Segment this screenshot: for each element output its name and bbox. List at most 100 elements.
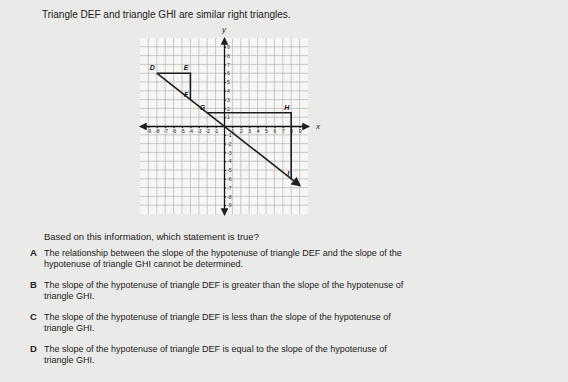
option-text: triangle GHI. [44,323,95,333]
x-tick: -2 [205,126,210,134]
y-tick-mark [224,135,226,136]
x-tick: 6 [274,126,277,134]
y-tick: -6 [224,176,232,182]
y-tick-mark [224,82,226,83]
y-tick: -2 [224,141,232,147]
x-tick: -6 [172,126,177,134]
y-tick: -4 [224,158,232,164]
y-tick-label: -3 [227,150,232,156]
x-tick-label: -4 [189,128,194,134]
x-tick: -8 [155,126,160,134]
y-tick-label: -1 [227,132,232,138]
x-tick: -7 [163,126,168,134]
option-text: The slope of the hypotenuse of triangle … [44,312,391,322]
point-label: G [200,104,206,111]
y-tick-label: 9 [227,44,230,50]
point-label: E [184,64,189,71]
x-tick: -1 [214,126,219,134]
x-tick: 9 [299,126,302,134]
x-tick-label: 6 [274,128,277,134]
y-tick-mark [224,152,226,153]
y-tick-mark [224,179,226,180]
y-tick-label: -5 [227,167,232,173]
y-tick-label: -4 [227,158,232,164]
x-tick-label: -1 [214,128,219,134]
point-label: F [184,91,189,98]
y-tick: 7 [224,62,230,68]
y-tick-mark [224,64,226,65]
option-text: triangle GHI. [44,291,95,301]
y-tick: 4 [224,88,230,94]
y-tick-mark [224,188,226,189]
y-tick: -1 [224,132,232,138]
y-tick-mark [224,108,226,109]
option-letter: D [30,343,37,354]
x-tick: -3 [197,126,202,134]
y-tick-label: 3 [227,97,230,103]
x-tick: -4 [189,126,194,134]
page: Triangle DEF and triangle GHI are simila… [0,0,568,382]
y-tick: -7 [224,185,232,191]
x-tick-label: -2 [205,128,210,134]
point-labels: D E F G H I [150,64,291,177]
y-tick-label: 6 [227,70,230,76]
y-tick-mark [224,73,226,74]
x-tick-label: -5 [180,128,185,134]
y-tick-label: 7 [227,62,230,68]
option-text: hypotenuse of triangle GHI cannot be det… [44,259,243,269]
y-tick: -3 [224,150,232,156]
option-text: triangle GHI. [44,355,95,365]
point-label: I [287,170,290,177]
option-letter: A [30,247,37,258]
background [0,0,568,382]
point-label: H [284,104,290,111]
x-tick: 2 [240,126,243,134]
y-tick-mark [224,117,226,118]
x-tick-label: 7 [282,128,285,134]
series-line [157,73,300,185]
y-tick-label: 1 [227,114,230,120]
x-tick-label: 4 [257,128,260,134]
y-tick-mark [224,196,226,197]
y-tick: 6 [224,70,230,76]
y-tick: 9 [224,44,230,50]
x-tick-label: -3 [197,128,202,134]
point-label: D [150,64,155,71]
y-tick-label: -9 [227,202,232,208]
y-tick-mark [224,205,226,206]
y-axis-label: y [221,25,227,34]
y-tick-label: 8 [227,53,230,59]
x-tick-label: -9 [147,128,152,134]
y-tick-label: -6 [227,176,232,182]
x-tick-label: -7 [163,128,168,134]
x-tick: 4 [257,126,260,134]
plot-background [140,38,308,214]
y-tick-label: 5 [227,79,230,85]
option-letter: B [30,279,37,290]
y-tick-mark [224,91,226,92]
y-tick-label: 4 [227,88,230,94]
option-text: The relationship between the slope of th… [44,248,402,258]
x-tick-label: 3 [248,128,251,134]
y-tick-mark [224,144,226,145]
x-tick: 7 [282,126,285,134]
title: Triangle DEF and triangle GHI are simila… [42,9,291,20]
y-tick: 1 [224,114,230,120]
y-tick-mark [224,161,226,162]
x-tick: 5 [265,126,268,134]
y-tick-label: 2 [227,106,230,112]
x-tick-label: 9 [299,128,302,134]
option-text: The slope of the hypotenuse of triangle … [44,344,387,354]
x-axis-label: x [315,122,321,131]
y-tick: 2 [224,106,230,112]
option-letter: C [30,311,37,322]
y-tick: 3 [224,97,230,103]
grid [140,38,308,214]
y-tick: -9 [224,202,232,208]
x-tick-label: 5 [265,128,268,134]
y-tick: -8 [224,194,232,200]
option-text: The slope of the hypotenuse of triangle … [44,280,404,290]
x-tick-label: 2 [240,128,243,134]
y-tick-label: -2 [227,141,232,147]
x-tick-label: -8 [155,128,160,134]
